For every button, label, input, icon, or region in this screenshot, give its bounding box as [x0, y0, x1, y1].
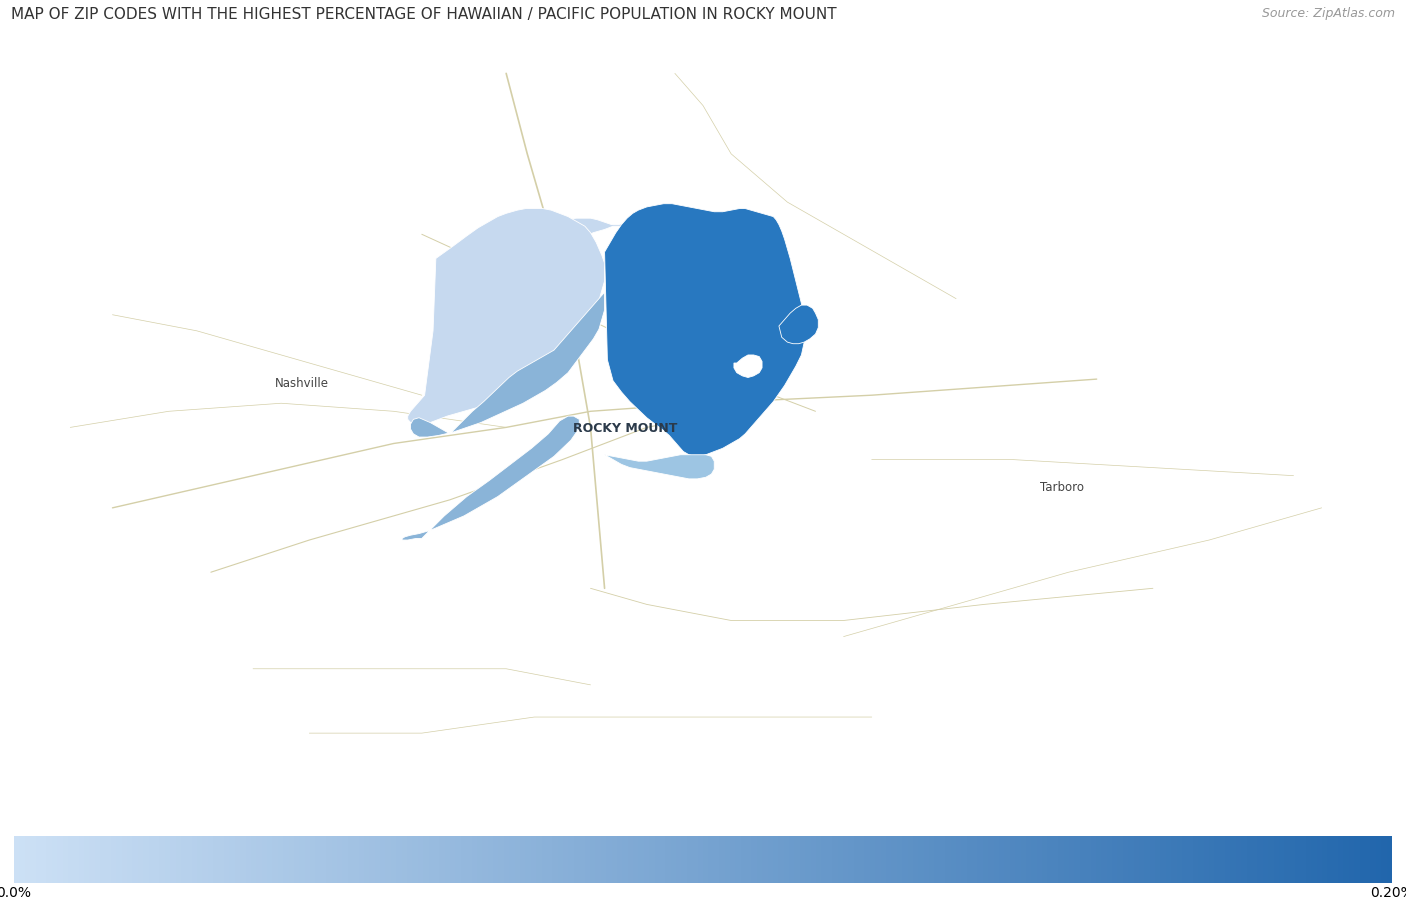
Text: Source: ZipAtlas.com: Source: ZipAtlas.com	[1261, 7, 1395, 20]
Text: Tarboro: Tarboro	[1039, 481, 1084, 494]
Polygon shape	[605, 204, 804, 457]
Text: MAP OF ZIP CODES WITH THE HIGHEST PERCENTAGE OF HAWAIIAN / PACIFIC POPULATION IN: MAP OF ZIP CODES WITH THE HIGHEST PERCEN…	[11, 7, 837, 22]
Text: ROCKY MOUNT: ROCKY MOUNT	[574, 423, 678, 435]
Polygon shape	[486, 210, 666, 262]
Polygon shape	[605, 455, 714, 479]
Text: Nashville: Nashville	[276, 377, 329, 389]
Polygon shape	[408, 209, 605, 424]
Polygon shape	[402, 416, 579, 540]
Polygon shape	[411, 292, 605, 437]
Polygon shape	[779, 305, 818, 343]
Polygon shape	[734, 355, 762, 378]
